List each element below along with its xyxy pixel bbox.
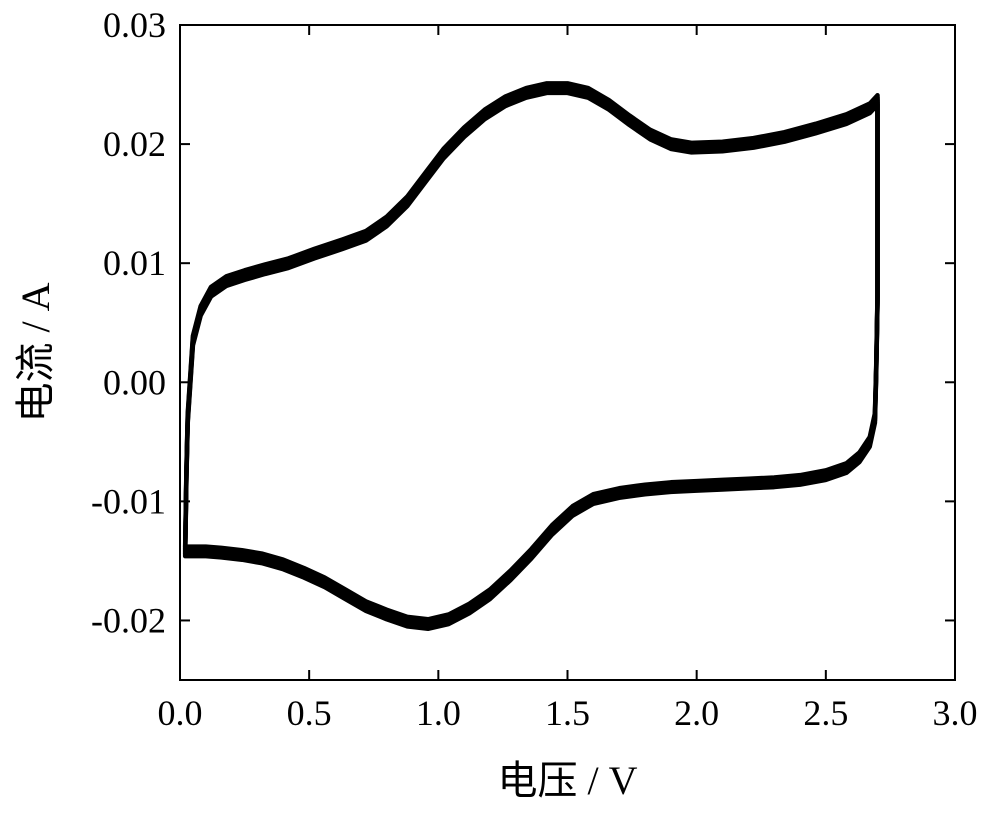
x-tick-label: 0.0 xyxy=(158,693,203,733)
y-tick-label: -0.02 xyxy=(91,600,166,640)
x-tick-label: 1.0 xyxy=(416,693,461,733)
cv-cycle-trace xyxy=(185,83,877,619)
x-tick-label: 2.5 xyxy=(803,693,848,733)
y-tick-labels: -0.02 -0.01 0.00 0.01 0.02 0.03 xyxy=(91,5,166,640)
x-tick-label: 2.0 xyxy=(674,693,719,733)
y-tick-label: 0.00 xyxy=(103,362,166,402)
x-tick-label: 1.5 xyxy=(545,693,590,733)
cv-chart: 电流 / A 电压 / V 0.0 0.5 1.0 1.5 2.0 2.5 3.0 -0.0… xyxy=(0,0,1000,819)
y-tick-label: -0.01 xyxy=(91,481,166,521)
x-tick-label: 3.0 xyxy=(933,693,978,733)
y-axis-label: 电流 / A xyxy=(13,282,58,422)
cv-traces xyxy=(185,83,877,628)
y-tick-label: 0.01 xyxy=(103,243,166,283)
y-ticks xyxy=(180,25,955,620)
y-tick-label: 0.02 xyxy=(103,124,166,164)
x-tick-label: 0.5 xyxy=(287,693,332,733)
cv-cycle-trace xyxy=(185,88,877,624)
cv-svg: 电流 / A 电压 / V 0.0 0.5 1.0 1.5 2.0 2.5 3.0 -0.0… xyxy=(0,0,1000,819)
x-axis-label: 电压 / V xyxy=(498,758,638,803)
x-tick-labels: 0.0 0.5 1.0 1.5 2.0 2.5 3.0 xyxy=(158,693,978,733)
cv-cycle-trace xyxy=(185,86,877,622)
y-tick-label: 0.03 xyxy=(103,5,166,45)
